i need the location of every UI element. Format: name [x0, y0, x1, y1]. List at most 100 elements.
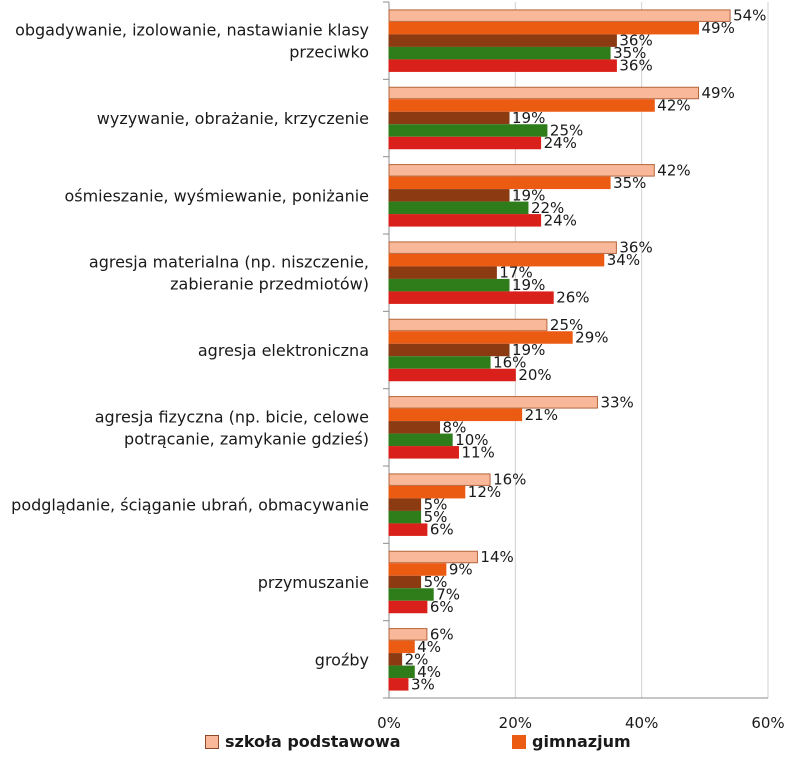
- bar-series-1-cat-2: [388, 176, 611, 190]
- bar-series-0-cat-8: [388, 628, 428, 641]
- value-label-series-3-cat-3: 19%: [512, 276, 545, 294]
- bar-series-3-cat-3: [388, 278, 510, 292]
- bar-series-4-cat-5: [388, 446, 459, 459]
- bar-series-1-cat-5: [388, 408, 523, 422]
- bar-series-3-cat-7: [388, 588, 434, 601]
- value-label-series-0-cat-1: 49%: [702, 84, 735, 102]
- legend-swatch-gimnazjum: [512, 734, 526, 749]
- value-label-series-1-cat-4: 29%: [575, 329, 608, 347]
- bar-series-0-cat-3: [388, 241, 617, 254]
- value-label-series-2-cat-2: 19%: [512, 186, 545, 204]
- bar-series-3-cat-6: [388, 510, 422, 524]
- category-label-6-line-0: podglądanie, ściąganie ubrań, obmacywani…: [11, 496, 369, 515]
- value-label-series-4-cat-2: 24%: [544, 211, 577, 229]
- bar-series-4-cat-7: [388, 600, 428, 614]
- category-label-0-line-0: obgadywanie, izolowanie, nastawianie kla…: [15, 21, 369, 40]
- category-label-2-line-0: ośmieszanie, wyśmiewanie, poniżanie: [64, 186, 369, 205]
- bar-series-2-cat-8: [388, 653, 403, 666]
- category-label-4-line-0: agresja elektroniczna: [198, 341, 369, 360]
- bar-series-2-cat-0: [388, 34, 617, 47]
- value-label-series-1-cat-6: 12%: [468, 483, 501, 501]
- category-label-7-line-0: przymuszanie: [258, 573, 369, 592]
- bar-series-1-cat-0: [388, 21, 700, 35]
- bar-series-0-cat-4: [388, 318, 548, 332]
- bar-series-1-cat-7: [388, 563, 447, 576]
- value-label-series-2-cat-4: 19%: [512, 341, 545, 359]
- value-label-series-3-cat-2: 22%: [531, 199, 564, 217]
- bar-series-0-cat-6: [388, 473, 491, 486]
- bar-series-2-cat-1: [388, 111, 510, 125]
- bar-series-4-cat-1: [388, 136, 542, 150]
- bar-series-1-cat-6: [388, 485, 466, 499]
- value-label-series-4-cat-0: 36%: [619, 57, 652, 75]
- category-label-1-line-0: wyzywanie, obrażanie, krzyczenie: [97, 109, 369, 128]
- value-label-series-1-cat-8: 4%: [417, 638, 441, 656]
- category-label-5-line-1: potrącanie, zamykanie gdzieś): [124, 429, 369, 448]
- bar-series-0-cat-7: [388, 550, 478, 564]
- bar-series-1-cat-8: [388, 640, 415, 654]
- value-label-series-2-cat-6: 5%: [424, 496, 448, 514]
- value-label-series-4-cat-7: 6%: [430, 598, 454, 616]
- value-label-series-2-cat-0: 36%: [619, 32, 652, 50]
- bar-series-4-cat-4: [388, 368, 516, 382]
- bar-series-4-cat-8: [388, 678, 409, 691]
- category-label-8-line-0: groźby: [315, 650, 369, 669]
- value-label-series-3-cat-0: 35%: [613, 44, 646, 62]
- bar-series-2-cat-2: [388, 189, 510, 202]
- bar-series-2-cat-6: [388, 498, 422, 511]
- bar-series-2-cat-7: [388, 575, 422, 589]
- value-label-series-0-cat-5: 33%: [600, 393, 633, 411]
- value-label-series-1-cat-7: 9%: [449, 561, 473, 579]
- bar-series-2-cat-4: [388, 343, 510, 357]
- bar-series-3-cat-8: [388, 665, 415, 679]
- value-label-series-2-cat-3: 17%: [499, 264, 532, 282]
- legend-label-szkola-podstawowa: szkoła podstawowa: [225, 732, 401, 751]
- legend-item-szkola-podstawowa: szkoła podstawowa: [205, 732, 401, 751]
- bar-chart: 0% 20% 40% 60% obgadywanie, izolowanie, nast…: [11, 1, 785, 730]
- value-label-series-3-cat-6: 5%: [424, 508, 448, 526]
- bar-series-0-cat-2: [388, 164, 655, 177]
- bar-series-1-cat-3: [388, 253, 605, 267]
- bar-series-4-cat-2: [388, 214, 542, 227]
- value-label-series-4-cat-3: 26%: [556, 289, 589, 307]
- legend-label-gimnazjum: gimnazjum: [532, 732, 631, 751]
- bar-series-2-cat-5: [388, 421, 441, 434]
- bar-series-4-cat-6: [388, 523, 428, 536]
- category-label-3-line-0: agresja materialna (np. niszczenie,: [89, 253, 369, 272]
- bar-series-3-cat-1: [388, 124, 548, 137]
- value-label-series-3-cat-5: 10%: [455, 431, 488, 449]
- value-label-series-3-cat-4: 16%: [493, 354, 526, 372]
- value-label-series-4-cat-4: 20%: [518, 366, 551, 384]
- value-label-series-4-cat-1: 24%: [544, 134, 577, 152]
- bar-series-4-cat-0: [388, 59, 617, 72]
- bar-series-3-cat-0: [388, 46, 611, 60]
- value-label-series-3-cat-1: 25%: [550, 122, 583, 140]
- value-label-series-2-cat-8: 2%: [405, 650, 429, 668]
- value-label-series-0-cat-8: 6%: [430, 625, 454, 643]
- value-label-series-0-cat-7: 14%: [480, 548, 513, 566]
- bar-series-2-cat-3: [388, 266, 497, 279]
- x-tick-label-2: 40%: [625, 714, 658, 730]
- value-label-series-0-cat-4: 25%: [550, 316, 583, 334]
- bar-series-0-cat-0: [388, 9, 731, 22]
- category-label-0-line-1: przeciwko: [289, 43, 369, 62]
- bar-series-3-cat-2: [388, 201, 529, 215]
- value-label-series-3-cat-8: 4%: [417, 663, 441, 681]
- value-label-series-4-cat-6: 6%: [430, 521, 454, 539]
- value-label-series-0-cat-3: 36%: [619, 239, 652, 257]
- category-label-5-line-0: agresja fizyczna (np. bicie, celowe: [95, 407, 369, 426]
- bar-series-0-cat-5: [388, 396, 598, 409]
- value-label-series-2-cat-7: 5%: [424, 573, 448, 591]
- value-label-series-1-cat-3: 34%: [607, 251, 640, 269]
- value-label-series-0-cat-2: 42%: [657, 161, 690, 179]
- value-label-series-3-cat-7: 7%: [436, 586, 460, 604]
- value-label-series-0-cat-6: 16%: [493, 471, 526, 489]
- bar-series-1-cat-1: [388, 99, 655, 112]
- value-label-series-2-cat-5: 8%: [443, 418, 467, 436]
- x-tick-label-0: 0%: [377, 714, 401, 730]
- value-label-series-4-cat-5: 11%: [461, 443, 494, 461]
- value-label-series-1-cat-0: 49%: [702, 19, 735, 37]
- value-label-series-1-cat-1: 42%: [657, 97, 690, 115]
- legend-swatch-szkola-podstawowa: [205, 734, 219, 749]
- value-label-series-4-cat-8: 3%: [411, 675, 435, 693]
